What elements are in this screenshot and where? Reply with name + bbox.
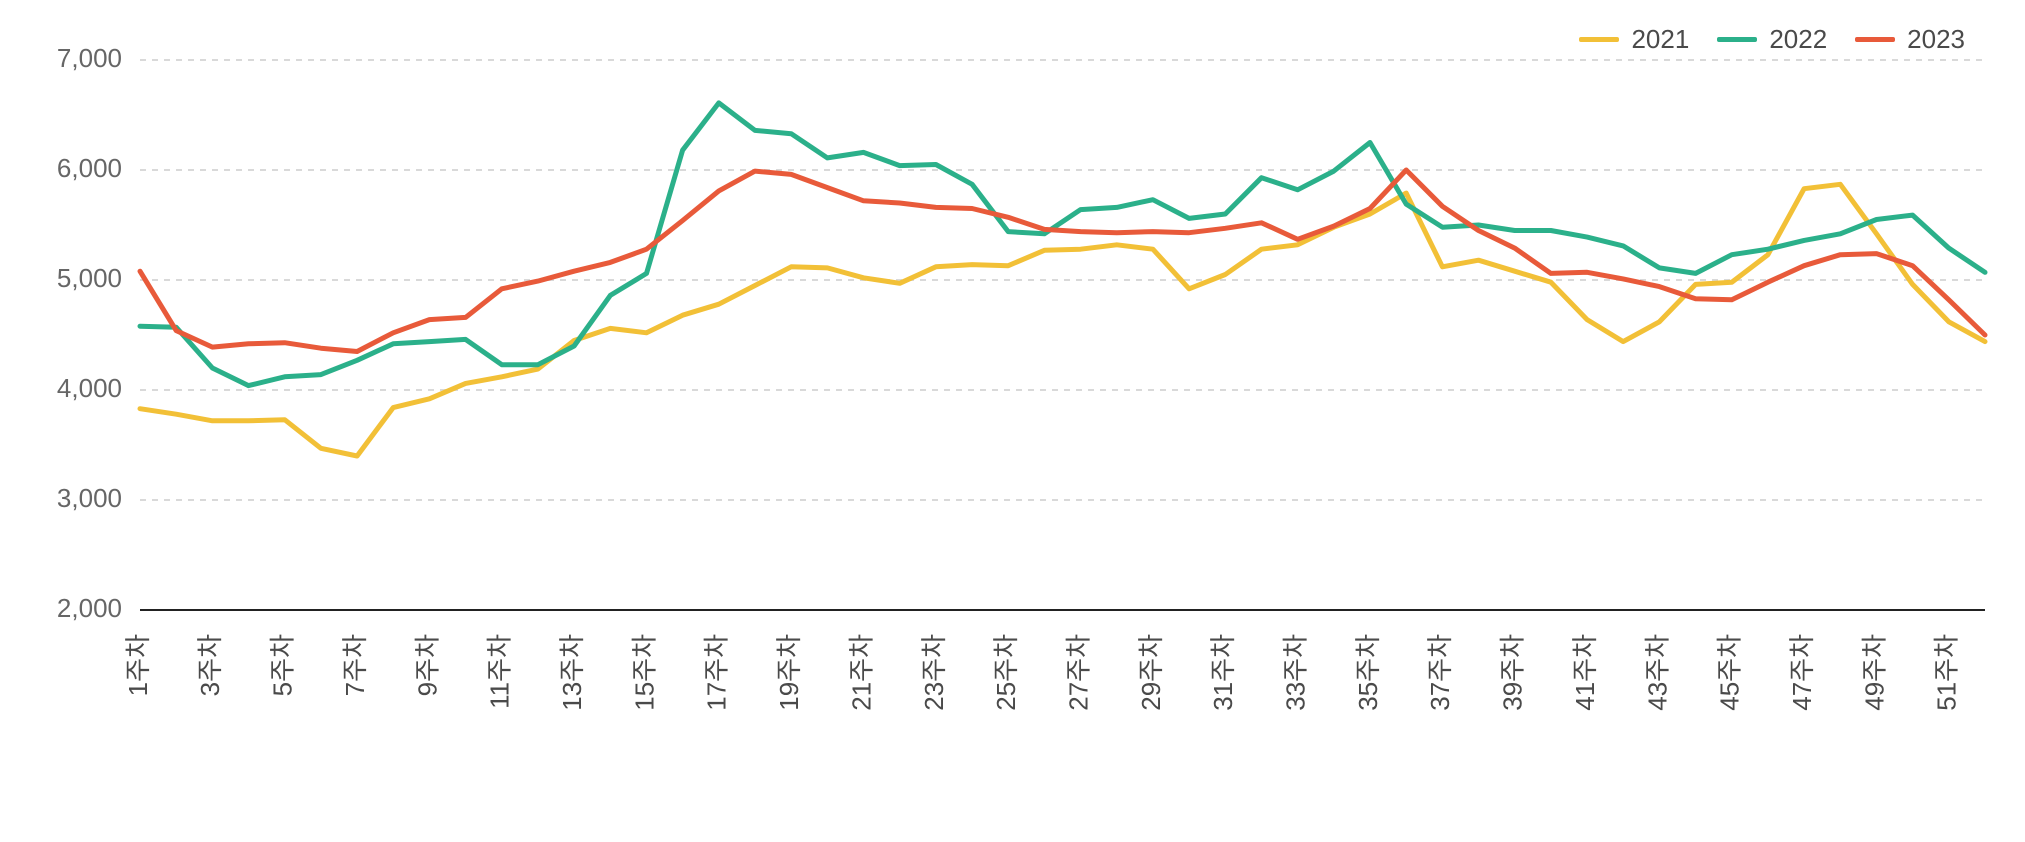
x-tick: 17주차 (702, 634, 732, 711)
x-tick: 47주차 (1787, 634, 1817, 711)
x-tick: 13주차 (557, 634, 587, 711)
x-tick-label: 5주차 (268, 634, 298, 696)
y-tick-label: 2,000 (57, 593, 122, 623)
x-tick-label: 13주차 (557, 634, 587, 711)
y-tick-label: 5,000 (57, 263, 122, 293)
legend-swatch (1717, 37, 1757, 42)
x-tick: 29주차 (1136, 634, 1166, 711)
series-line-2023 (140, 170, 1985, 352)
x-tick: 5주차 (268, 634, 298, 696)
x-tick-label: 25주차 (991, 634, 1021, 711)
x-tick-label: 31주차 (1208, 634, 1238, 711)
legend-item-2022: 2022 (1717, 24, 1827, 55)
legend-item-2021: 2021 (1579, 24, 1689, 55)
x-tick: 39주차 (1498, 634, 1528, 711)
x-tick-label: 37주차 (1425, 634, 1455, 711)
x-tick-label: 11주차 (485, 634, 515, 709)
x-tick-label: 39주차 (1498, 634, 1528, 711)
x-tick-label: 43주차 (1642, 634, 1672, 711)
x-tick-label: 7주차 (340, 634, 370, 696)
x-tick: 33주차 (1281, 634, 1311, 711)
x-tick-label: 49주차 (1859, 634, 1889, 711)
x-tick-label: 9주차 (412, 634, 442, 696)
y-tick-label: 6,000 (57, 153, 122, 183)
x-tick-label: 19주차 (774, 634, 804, 711)
x-tick: 31주차 (1208, 634, 1238, 711)
legend-swatch (1855, 37, 1895, 42)
x-tick: 37주차 (1425, 634, 1455, 711)
x-tick: 51주차 (1932, 634, 1962, 711)
x-tick-label: 27주차 (1063, 634, 1093, 711)
x-tick-label: 1주차 (123, 634, 153, 696)
x-tick-label: 15주차 (629, 634, 659, 711)
legend-label: 2021 (1631, 24, 1689, 55)
x-tick: 41주차 (1570, 634, 1600, 711)
x-tick-label: 21주차 (846, 634, 876, 711)
line-chart: 2021 2022 2023 2,000 3,000 4,000 5,000 6,000 7,… (0, 0, 2025, 842)
x-tick: 7주차 (340, 634, 370, 696)
y-tick-label: 3,000 (57, 483, 122, 513)
x-tick-label: 3주차 (195, 634, 225, 696)
x-tick: 23주차 (919, 634, 949, 711)
y-tick-label: 4,000 (57, 373, 122, 403)
x-tick-label: 51주차 (1932, 634, 1962, 711)
x-tick-label: 47주차 (1787, 634, 1817, 711)
x-tick: 19주차 (774, 634, 804, 711)
series-line-2021 (140, 184, 1985, 456)
x-tick: 3주차 (195, 634, 225, 696)
x-tick-label: 29주차 (1136, 634, 1166, 711)
x-tick-label: 45주차 (1715, 634, 1745, 711)
legend: 2021 2022 2023 (1579, 24, 1965, 55)
x-tick: 49주차 (1859, 634, 1889, 711)
legend-label: 2023 (1907, 24, 1965, 55)
x-tick-label: 17주차 (702, 634, 732, 711)
x-tick: 43주차 (1642, 634, 1672, 711)
x-tick: 27주차 (1063, 634, 1093, 711)
y-tick-label: 7,000 (57, 43, 122, 73)
legend-swatch (1579, 37, 1619, 42)
x-tick: 1주차 (123, 634, 153, 696)
chart-svg: 2,000 3,000 4,000 5,000 6,000 7,000 1주차 3주차 5주차 7… (0, 0, 2025, 842)
x-tick-label: 23주차 (919, 634, 949, 711)
x-tick-label: 35주차 (1353, 634, 1383, 711)
x-tick: 21주차 (846, 634, 876, 711)
series-line-2022 (140, 103, 1985, 386)
x-tick: 9주차 (412, 634, 442, 696)
x-tick: 35주차 (1353, 634, 1383, 711)
x-tick-label: 41주차 (1570, 634, 1600, 711)
x-tick: 25주차 (991, 634, 1021, 711)
legend-item-2023: 2023 (1855, 24, 1965, 55)
x-tick: 45주차 (1715, 634, 1745, 711)
x-tick: 15주차 (629, 634, 659, 711)
x-tick: 11주차 (485, 634, 515, 709)
x-tick-label: 33주차 (1281, 634, 1311, 711)
legend-label: 2022 (1769, 24, 1827, 55)
